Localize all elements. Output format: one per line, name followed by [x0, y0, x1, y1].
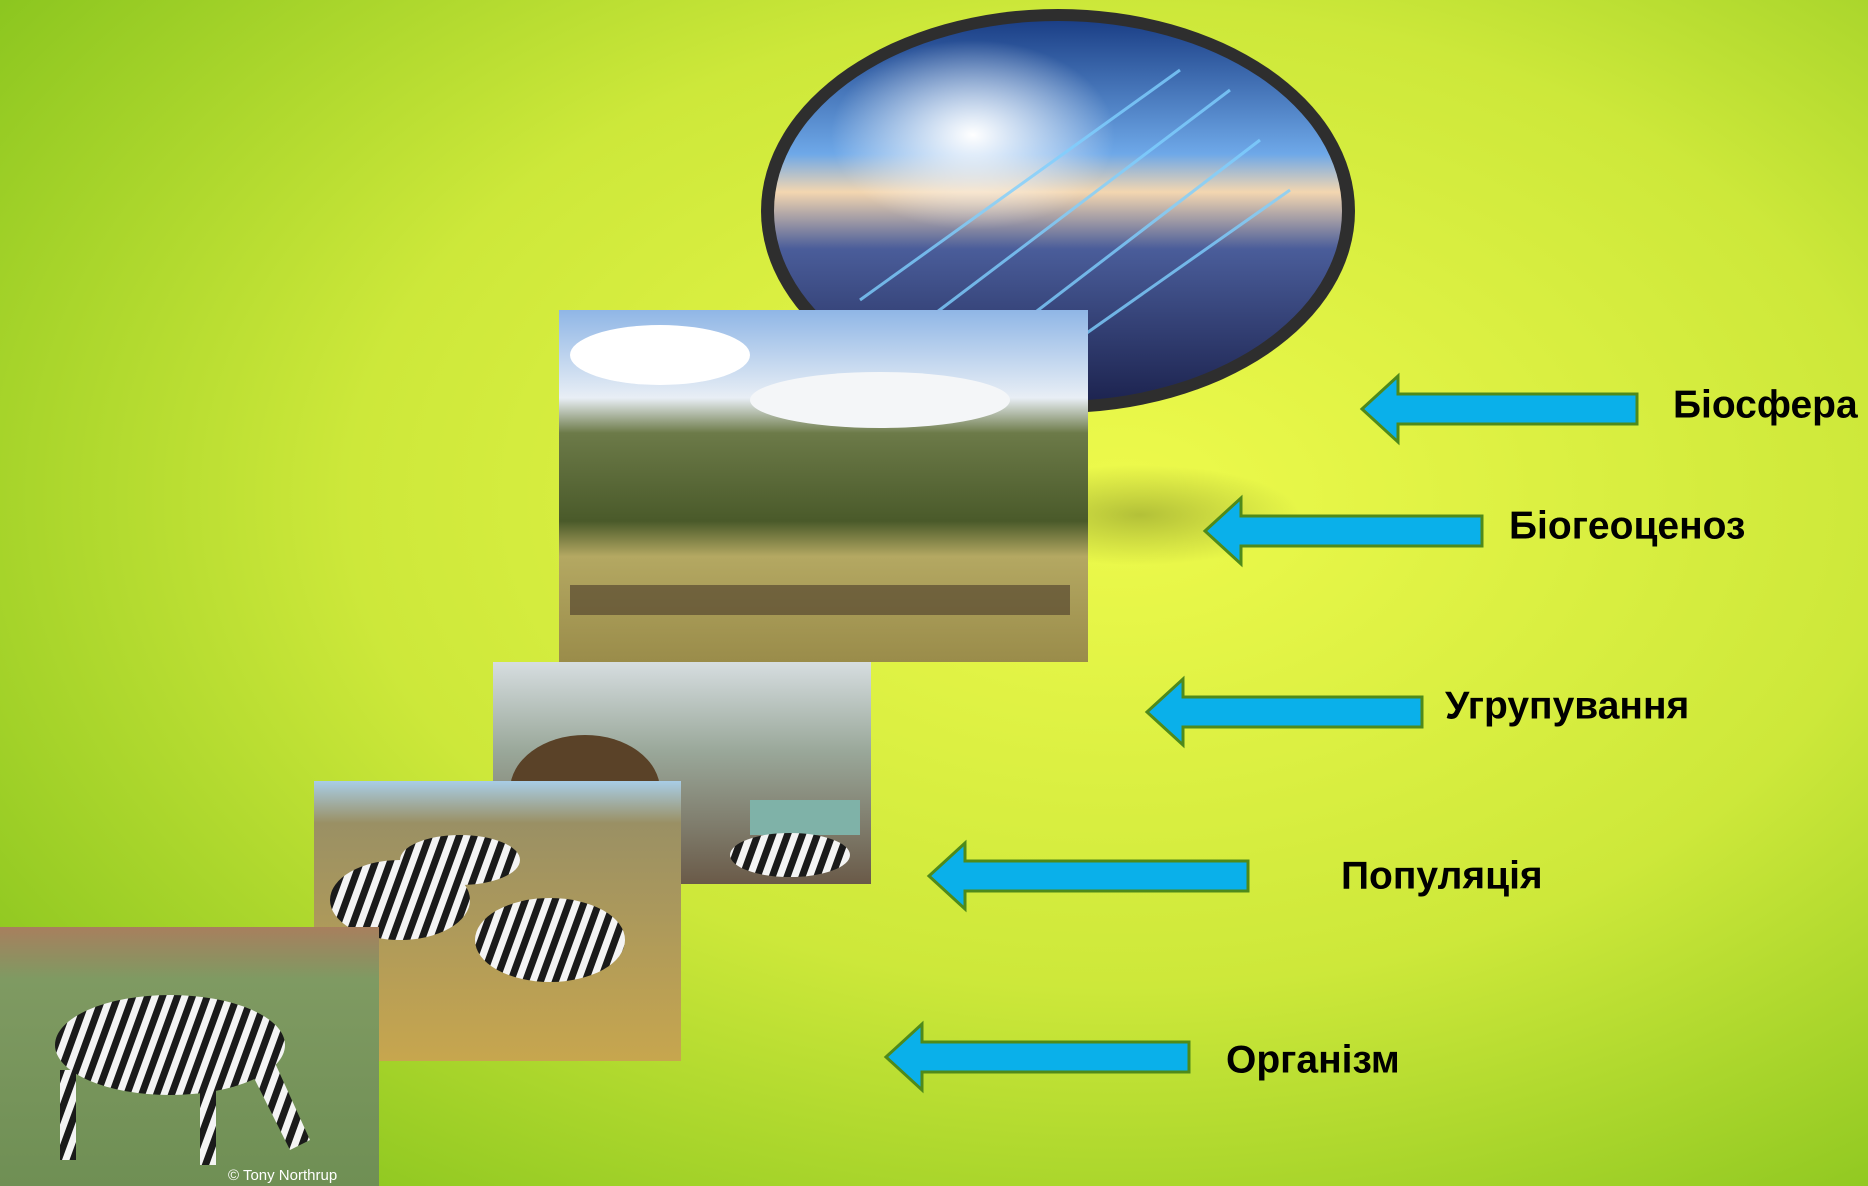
ecosystem-image	[559, 310, 1088, 662]
level-label: Організм	[1226, 1038, 1400, 1081]
organism-image: © Tony Northrup	[0, 927, 379, 1186]
slide: © Tony Northrup Біосфера Біогеоценоз Угр…	[0, 0, 1868, 1186]
level-label: Біогеоценоз	[1509, 504, 1745, 547]
photo-credit: © Tony Northrup	[228, 1167, 337, 1184]
page: © Tony Northrup Біосфера Біогеоценоз Угр…	[0, 0, 1868, 1186]
level-label: Угрупування	[1445, 684, 1689, 727]
level-label: Біосфера	[1673, 383, 1858, 426]
level-label: Популяція	[1341, 854, 1543, 897]
